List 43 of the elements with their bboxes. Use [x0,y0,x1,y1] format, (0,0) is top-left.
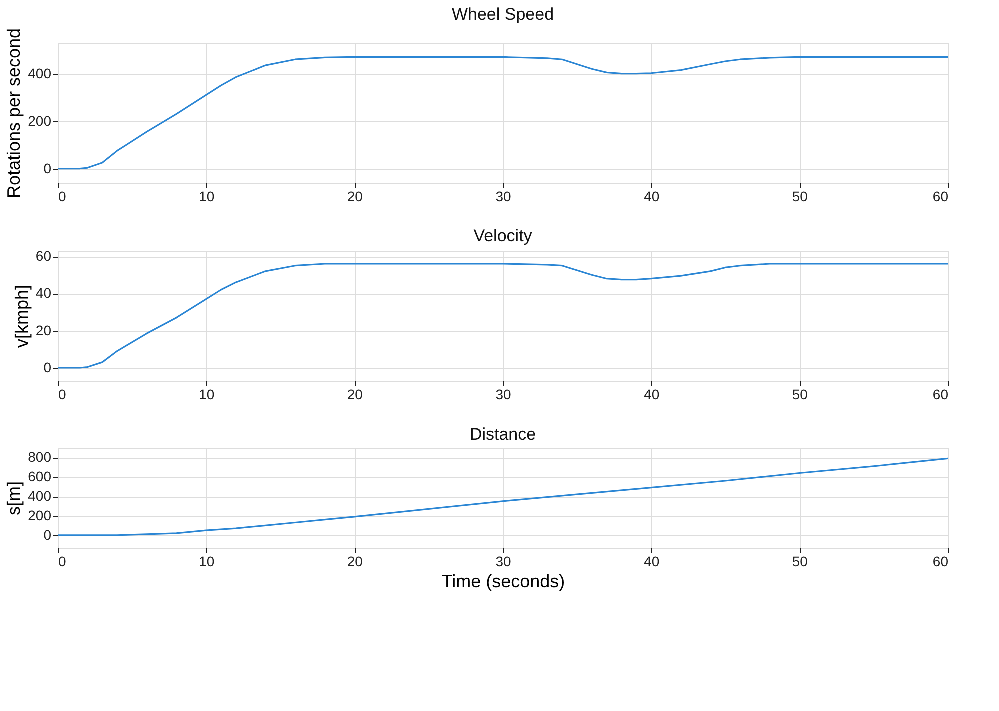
chart-title: Velocity [474,226,533,246]
x-tick-label: 60 [932,386,949,402]
x-tick-label: 50 [792,554,808,570]
x-tick-label: 0 [58,188,66,204]
x-tick-label: 0 [58,386,66,402]
y-axis-title: v[kmph] [12,284,32,348]
x-tick-label: 20 [347,386,364,402]
x-tick-label: 30 [496,386,512,402]
line-series [58,458,948,536]
x-tick-label: 50 [792,188,808,204]
x-tick-label: 10 [199,554,215,570]
x-tick-label: 60 [932,554,949,570]
x-tick-label: 40 [644,188,660,204]
x-tick-label: 20 [347,188,364,204]
x-tick-label: 50 [792,386,808,402]
y-tick-label: 200 [28,112,52,129]
x-tick-label: 10 [199,386,215,402]
x-tick-label: 60 [932,188,949,204]
line-series [58,263,948,369]
y-axis-title: s[m] [4,482,24,516]
y-tick-label: 0 [44,526,52,543]
chart-title: Wheel Speed [452,4,554,24]
x-tick-label: 30 [496,188,512,204]
x-tick-label: 10 [199,188,215,204]
x-tick-label: 30 [496,554,512,570]
y-tick-label: 600 [28,468,52,485]
line-series [58,56,948,170]
y-tick-label: 400 [28,488,52,504]
x-tick-label: 40 [644,386,660,402]
y-axis-title: Rotations per second [4,28,24,199]
x-tick-label: 0 [58,554,66,570]
y-tick-label: 200 [28,507,52,524]
y-tick-label: 20 [36,322,52,338]
x-tick-label: 40 [644,554,660,570]
x-axis-title: Time (seconds) [442,572,566,592]
chart-title: Distance [470,425,536,444]
y-tick-label: 60 [36,248,52,264]
y-tick-label: 40 [36,285,52,302]
y-tick-label: 0 [44,160,52,176]
y-tick-label: 0 [44,360,52,376]
x-tick-label: 20 [347,554,364,570]
y-tick-label: 400 [28,65,52,82]
y-tick-label: 800 [28,449,52,466]
